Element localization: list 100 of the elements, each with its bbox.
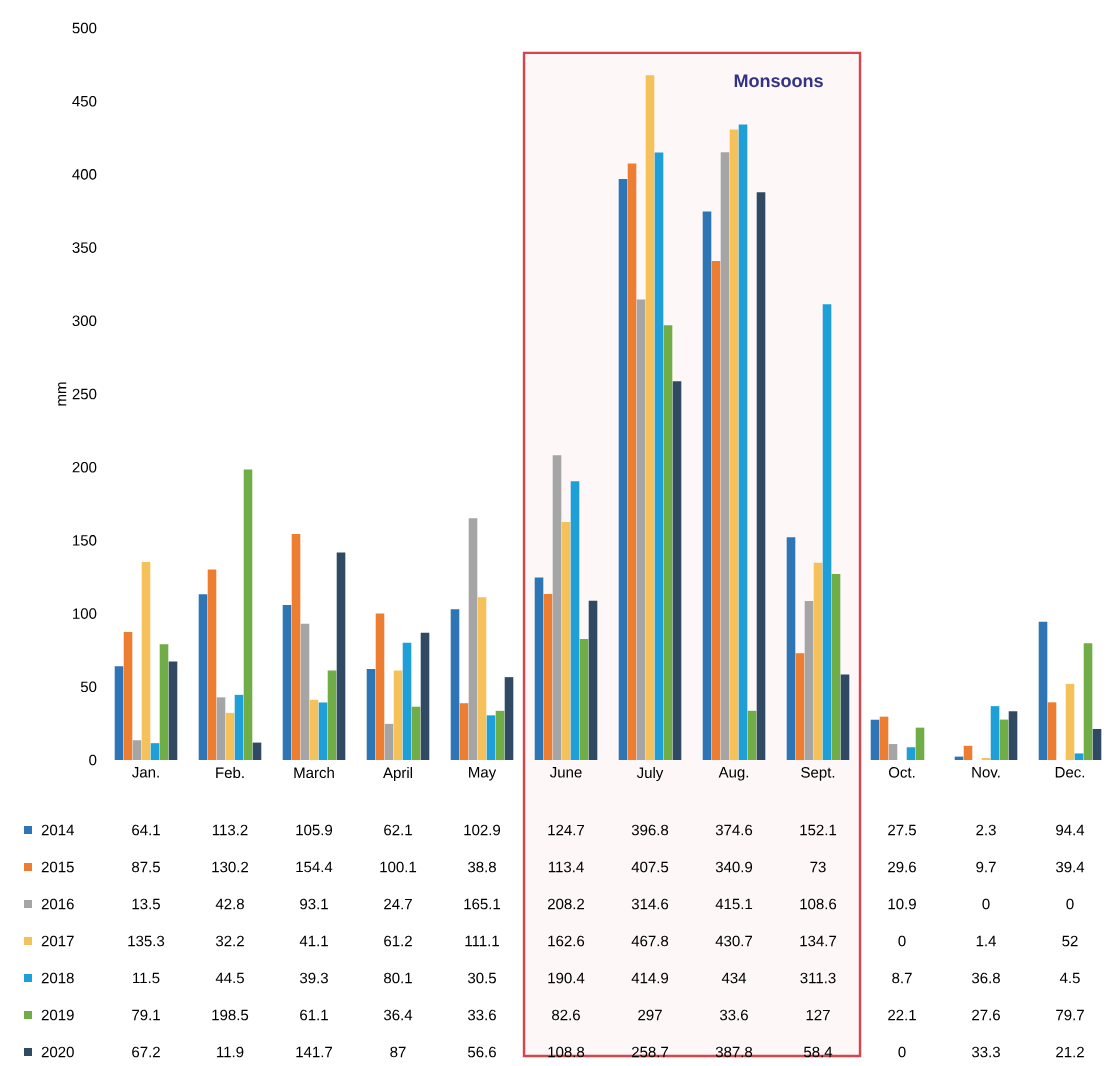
x-tick-label: Nov. [972,767,1000,778]
data-label: 108.6 [800,898,837,910]
bar [879,716,889,760]
bar [627,163,637,760]
data-label: 113.2 [212,824,248,836]
y-tick-label: 500 [72,22,97,34]
data-label: 434 [721,972,747,984]
bar [990,706,1000,760]
bar [636,299,646,760]
data-label: 258.7 [632,1046,669,1058]
data-label: 198.5 [212,1009,249,1021]
bar [225,712,235,760]
bar [207,569,217,760]
bar [150,743,160,760]
data-label: 297 [638,1009,662,1021]
y-tick-label: 150 [73,535,97,546]
data-label: 130.2 [212,861,249,873]
bar [318,702,328,760]
data-label: 39.4 [1055,861,1085,873]
band-label: Monsoons [734,74,823,88]
bar [645,75,655,760]
data-label: 10.9 [888,898,916,910]
bar [252,742,262,760]
data-label: 56.6 [468,1046,496,1058]
data-label: 387.8 [715,1046,753,1058]
bar [804,601,814,760]
bar [1065,683,1075,760]
data-label: 102.9 [464,824,501,836]
y-tick-label: 250 [72,388,97,400]
data-label: 135.3 [128,935,165,947]
legend-label: 2017 [41,935,74,947]
bar [738,124,748,760]
y-axis-title: mm [58,382,67,406]
bar [618,179,628,760]
bar [495,710,505,760]
bar [1008,711,1018,760]
x-tick-label: May [469,767,497,781]
bar [963,745,973,760]
bar [366,669,376,760]
bar [327,670,337,760]
data-label: 165.1 [464,898,501,910]
data-label: 415.1 [715,898,753,910]
legend-label: 2015 [41,861,74,873]
data-label: 208.2 [547,898,585,910]
y-tick-label: 350 [72,242,97,253]
data-label: 414.9 [631,972,669,984]
data-label: 9.7 [976,861,996,873]
data-label: 21.2 [1056,1046,1084,1058]
data-label: 29.6 [888,861,916,873]
bar [561,521,571,760]
x-tick-label: Feb. [216,767,244,779]
data-label: 190.4 [548,972,585,984]
data-label: 27.5 [888,824,916,836]
y-tick-label: 100 [73,608,97,619]
bar [420,632,430,760]
legend-label: 2016 [41,898,74,910]
bar [375,613,385,760]
bar [840,674,850,760]
bar [1038,621,1048,760]
y-tick-label: 300 [72,315,97,327]
bar [234,694,244,760]
data-label: 79.1 [132,1009,160,1021]
data-label: 124.7 [548,824,585,836]
data-label: 64.1 [132,824,160,836]
y-tick-label: 50 [80,681,97,693]
data-label: 32.2 [215,935,244,947]
bar [300,623,310,760]
bar [384,723,394,760]
data-label: 311.3 [800,972,836,984]
data-label: 33.3 [971,1046,1000,1058]
bar [570,481,580,760]
legend-label: 2018 [41,972,74,984]
x-tick-label: June [549,767,582,778]
y-tick-label: 200 [72,461,97,473]
bar [663,325,673,760]
data-label: 38.8 [467,861,496,873]
bar [729,129,739,760]
data-label: 0 [982,898,990,910]
bar [543,593,553,760]
x-tick-label: Sept. [801,767,835,781]
legend-label: 2014 [41,824,74,836]
bar [393,670,403,760]
bar [870,719,880,760]
bar [336,552,346,760]
data-label: 467.8 [631,935,669,947]
bar [309,699,319,760]
bar [459,703,469,760]
data-label: 94.4 [1056,824,1085,836]
data-label: 374.6 [715,824,753,836]
bar [786,537,796,760]
data-label: 87.5 [132,861,160,873]
bar [486,715,496,760]
x-tick-label: Oct. [888,767,915,778]
data-label: 11.5 [133,972,160,984]
data-label: 61.1 [300,1009,328,1021]
bar [168,661,178,760]
x-tick-label: April [383,767,412,782]
bar [141,561,151,760]
bar [1074,753,1084,760]
x-tick-label: Dec. [1055,767,1085,778]
